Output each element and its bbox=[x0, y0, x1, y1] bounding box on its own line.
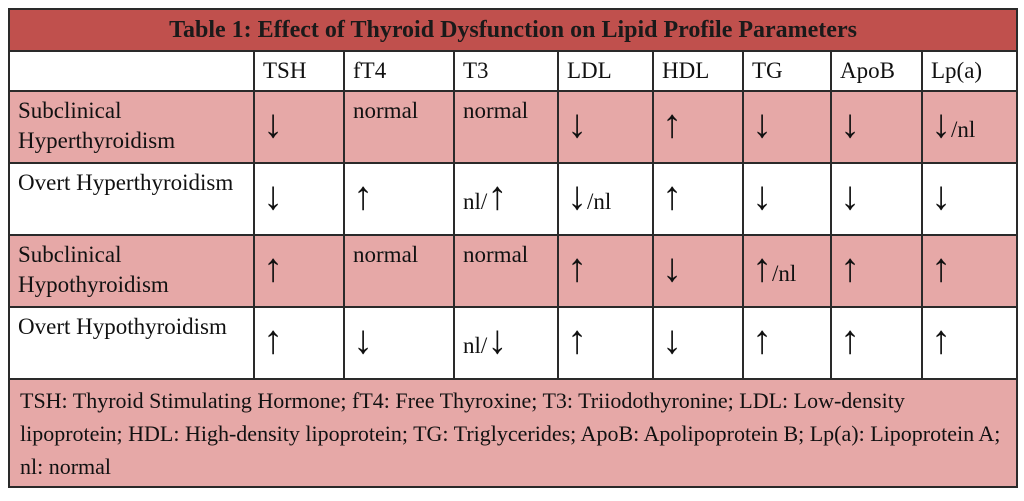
cell: ↑ bbox=[253, 306, 345, 380]
data-row: Subclinical Hyperthyroidism ↓ normal normal… bbox=[8, 90, 1019, 164]
cell: ↑ bbox=[742, 306, 832, 380]
cell: ↓ bbox=[253, 90, 345, 164]
cell: normal bbox=[343, 234, 455, 308]
row-label: Overt Hypothyroidism bbox=[8, 306, 255, 380]
column-header: TSH bbox=[253, 50, 345, 92]
row-label: Subclinical Hypothyroidism bbox=[8, 234, 255, 308]
cell: nl/↑ bbox=[453, 162, 559, 236]
cell: ↓ bbox=[343, 306, 455, 380]
table-title: Table 1: Effect of Thyroid Dysfunction o… bbox=[7, 8, 1019, 52]
lipid-table: Table 1: Effect of Thyroid Dysfunction o… bbox=[7, 8, 1019, 488]
cell: ↓ bbox=[830, 90, 923, 164]
column-header: ApoB bbox=[830, 50, 923, 92]
cell: ↓ bbox=[920, 162, 1019, 236]
cell: ↑ bbox=[920, 234, 1019, 308]
column-header: Lp(a) bbox=[920, 50, 1019, 92]
row-label: Subclinical Hyperthyroidism bbox=[8, 90, 255, 164]
title-row: Table 1: Effect of Thyroid Dysfunction o… bbox=[7, 8, 1019, 52]
footnote-row: TSH: Thyroid Stimulating Hormone; fT4: F… bbox=[7, 378, 1019, 488]
cell: ↑ bbox=[253, 234, 345, 308]
header-corner bbox=[8, 50, 255, 92]
cell: nl/↓ bbox=[453, 306, 559, 380]
cell: ↑ bbox=[557, 234, 654, 308]
cell: ↓ bbox=[742, 162, 832, 236]
cell: ↑ bbox=[652, 90, 744, 164]
column-header: TG bbox=[742, 50, 832, 92]
cell: ↑ bbox=[343, 162, 455, 236]
cell: ↓ bbox=[253, 162, 345, 236]
cell: ↓/nl bbox=[920, 90, 1019, 164]
cell: ↑ bbox=[830, 234, 923, 308]
data-row: Overt Hyperthyroidism ↓ ↑ nl/↑ ↓/nl ↑ ↓ ↓ ↓ bbox=[8, 162, 1019, 236]
column-header: fT4 bbox=[343, 50, 455, 92]
cell: ↑ bbox=[557, 306, 654, 380]
cell: ↑ bbox=[652, 162, 744, 236]
data-row: Overt Hypothyroidism ↑ ↓ nl/↓ ↑ ↓ ↑ ↑ ↑ bbox=[8, 306, 1019, 380]
footnote: TSH: Thyroid Stimulating Hormone; fT4: F… bbox=[7, 378, 1019, 488]
cell: ↓ bbox=[557, 90, 654, 164]
cell: ↑/nl bbox=[742, 234, 832, 308]
data-row: Subclinical Hypothyroidism ↑ normal normal ↑… bbox=[8, 234, 1019, 308]
cell: ↓ bbox=[652, 234, 744, 308]
table-container: Table 1: Effect of Thyroid Dysfunction o… bbox=[7, 8, 1019, 488]
column-header: T3 bbox=[453, 50, 559, 92]
cell: normal bbox=[453, 90, 559, 164]
header-row: TSH fT4 T3 LDL HDL TG ApoB Lp(a) bbox=[8, 50, 1019, 92]
row-label: Overt Hyperthyroidism bbox=[8, 162, 255, 236]
cell: normal bbox=[453, 234, 559, 308]
cell: ↑ bbox=[920, 306, 1019, 380]
table-body: Table 1: Effect of Thyroid Dysfunction o… bbox=[7, 8, 1019, 488]
cell: ↓ bbox=[742, 90, 832, 164]
column-header: HDL bbox=[652, 50, 744, 92]
cell: ↓ bbox=[830, 162, 923, 236]
cell: ↑ bbox=[830, 306, 923, 380]
cell: ↓/nl bbox=[557, 162, 654, 236]
cell: normal bbox=[343, 90, 455, 164]
cell: ↓ bbox=[652, 306, 744, 380]
column-header: LDL bbox=[557, 50, 654, 92]
